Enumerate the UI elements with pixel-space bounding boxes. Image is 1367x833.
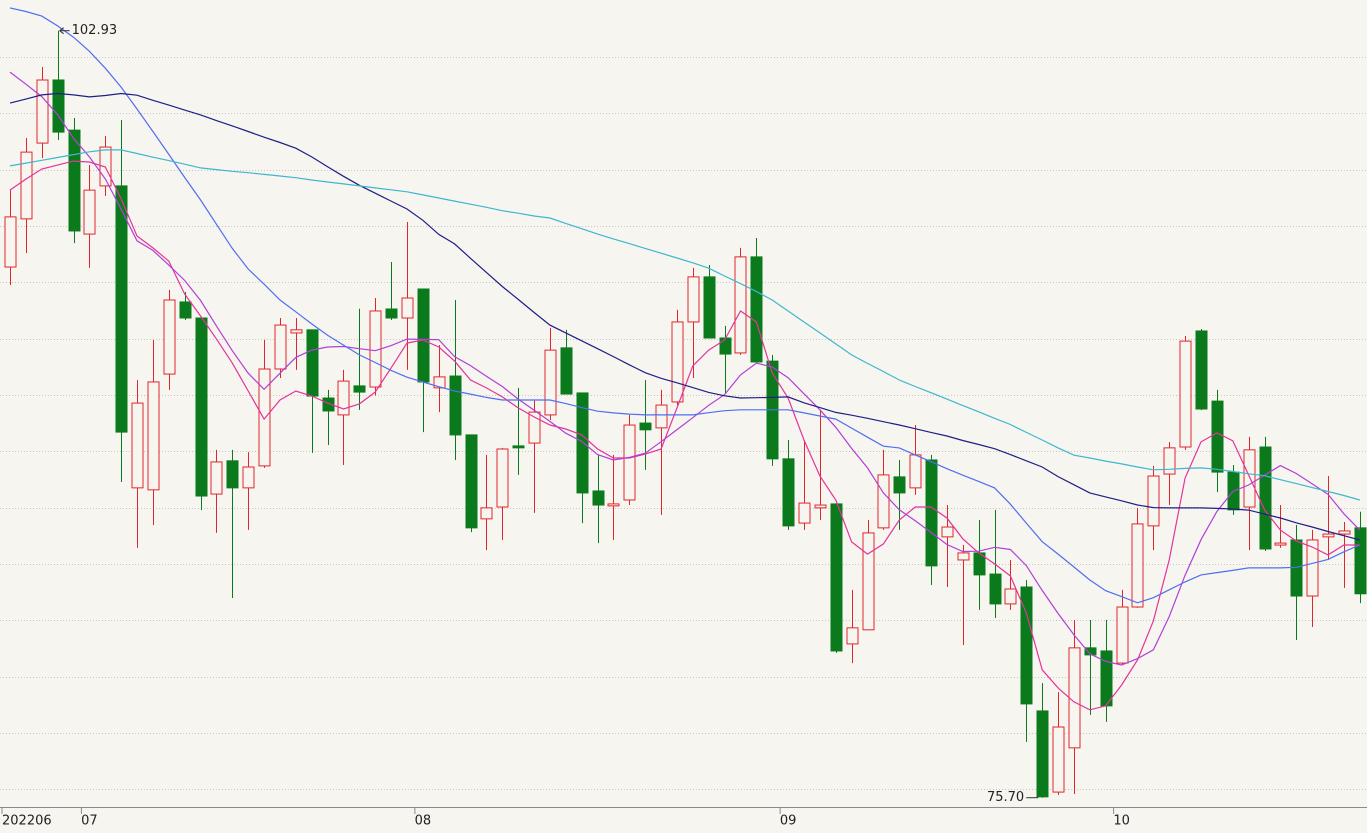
x-tick-label: 07 bbox=[81, 814, 98, 829]
candle-body bbox=[846, 627, 859, 645]
candle-body bbox=[83, 189, 96, 235]
annotation-label: 102.93 bbox=[72, 23, 118, 38]
ma-line bbox=[9, 92, 1360, 541]
candle-body bbox=[36, 79, 49, 144]
candle-body bbox=[1195, 330, 1208, 410]
candle-body bbox=[195, 317, 208, 497]
candle-body bbox=[719, 337, 732, 355]
candle-body bbox=[1338, 530, 1351, 535]
candle-body bbox=[290, 329, 303, 334]
candle-body bbox=[957, 552, 970, 561]
candle-body bbox=[607, 503, 620, 507]
annotation-arrowhead bbox=[59, 27, 64, 35]
candle-body bbox=[226, 460, 239, 489]
candle-body bbox=[877, 474, 890, 529]
candle-body bbox=[1036, 710, 1049, 798]
candle-body bbox=[655, 404, 668, 429]
candle-body bbox=[258, 368, 271, 467]
ma-line bbox=[9, 149, 1360, 501]
candle-body bbox=[322, 397, 335, 412]
candle-body bbox=[433, 376, 446, 389]
candle-body bbox=[560, 347, 573, 395]
x-tick-label: 09 bbox=[780, 814, 797, 829]
candle-body bbox=[385, 308, 398, 319]
candle-body bbox=[1354, 527, 1367, 595]
candle-body bbox=[989, 573, 1002, 605]
candle-body bbox=[623, 424, 636, 501]
candle-body bbox=[925, 459, 938, 567]
candle-body bbox=[1179, 340, 1192, 448]
candle-body bbox=[1274, 542, 1287, 546]
candle-body bbox=[337, 380, 350, 416]
candle-body bbox=[1052, 726, 1065, 793]
candle-body bbox=[68, 129, 81, 232]
candle-body bbox=[163, 299, 176, 375]
candle-body bbox=[703, 276, 716, 339]
candle-body bbox=[115, 185, 128, 433]
candle-body bbox=[1004, 588, 1017, 605]
candle-body bbox=[210, 461, 223, 495]
candle-body bbox=[687, 276, 700, 323]
candle-body bbox=[1147, 475, 1160, 527]
candle-body bbox=[1084, 647, 1097, 656]
candle-body bbox=[274, 324, 287, 370]
candle-body bbox=[544, 349, 557, 416]
candle-body bbox=[179, 301, 192, 319]
candle-body bbox=[1243, 449, 1256, 508]
candle-body bbox=[734, 256, 747, 354]
annotation-label: 75.70 bbox=[987, 790, 1024, 805]
candle-body bbox=[639, 422, 652, 431]
candle-body bbox=[20, 151, 33, 220]
candle-body bbox=[4, 216, 17, 268]
candle-body bbox=[306, 329, 319, 397]
candle-body bbox=[1163, 447, 1176, 475]
candle-body bbox=[353, 385, 366, 393]
candle-body bbox=[52, 79, 65, 133]
candle-body bbox=[417, 288, 430, 383]
candle-body bbox=[862, 532, 875, 631]
candle-body bbox=[512, 445, 525, 449]
candle-body bbox=[1322, 533, 1335, 538]
candle-body bbox=[1068, 647, 1081, 749]
candle-body bbox=[449, 375, 462, 436]
candle-body bbox=[1211, 400, 1224, 473]
candle-body bbox=[798, 502, 811, 524]
candle-body bbox=[147, 381, 160, 491]
candle-body bbox=[528, 411, 541, 444]
candle-body bbox=[1306, 539, 1319, 597]
candle-body bbox=[1259, 446, 1272, 550]
candle-body bbox=[131, 402, 144, 489]
candle-body bbox=[480, 507, 493, 520]
candle-body bbox=[909, 454, 922, 489]
x-tick-label: 10 bbox=[1113, 814, 1130, 829]
ma-line bbox=[9, 7, 1361, 604]
candle-body bbox=[401, 297, 414, 319]
candles bbox=[4, 30, 1367, 798]
ma-line bbox=[9, 71, 1361, 666]
candle-body bbox=[814, 504, 827, 509]
candle-body bbox=[592, 490, 605, 506]
x-tick-label: 202206 bbox=[2, 814, 52, 829]
candle-body bbox=[1020, 586, 1033, 705]
candle-body bbox=[465, 434, 478, 529]
candle-body bbox=[893, 476, 906, 494]
candle-body bbox=[576, 392, 589, 494]
candle-body bbox=[941, 526, 954, 538]
candle-body bbox=[830, 503, 843, 652]
candle-body bbox=[496, 448, 509, 508]
candle-body bbox=[242, 466, 255, 489]
candle-body bbox=[750, 256, 763, 363]
x-tick-label: 08 bbox=[415, 814, 432, 829]
candle-body bbox=[1116, 606, 1129, 664]
candle-body bbox=[671, 321, 684, 403]
candle-body bbox=[1131, 523, 1144, 608]
ma-line bbox=[9, 160, 1360, 711]
candle-body bbox=[782, 458, 795, 527]
candle-body bbox=[1100, 650, 1113, 707]
